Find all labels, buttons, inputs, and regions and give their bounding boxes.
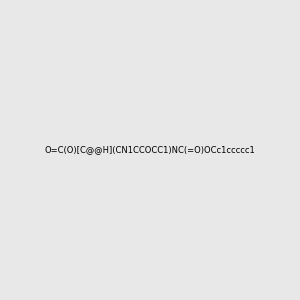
Text: O=C(O)[C@@H](CN1CCOCC1)NC(=O)OCc1ccccc1: O=C(O)[C@@H](CN1CCOCC1)NC(=O)OCc1ccccc1 bbox=[45, 146, 255, 154]
